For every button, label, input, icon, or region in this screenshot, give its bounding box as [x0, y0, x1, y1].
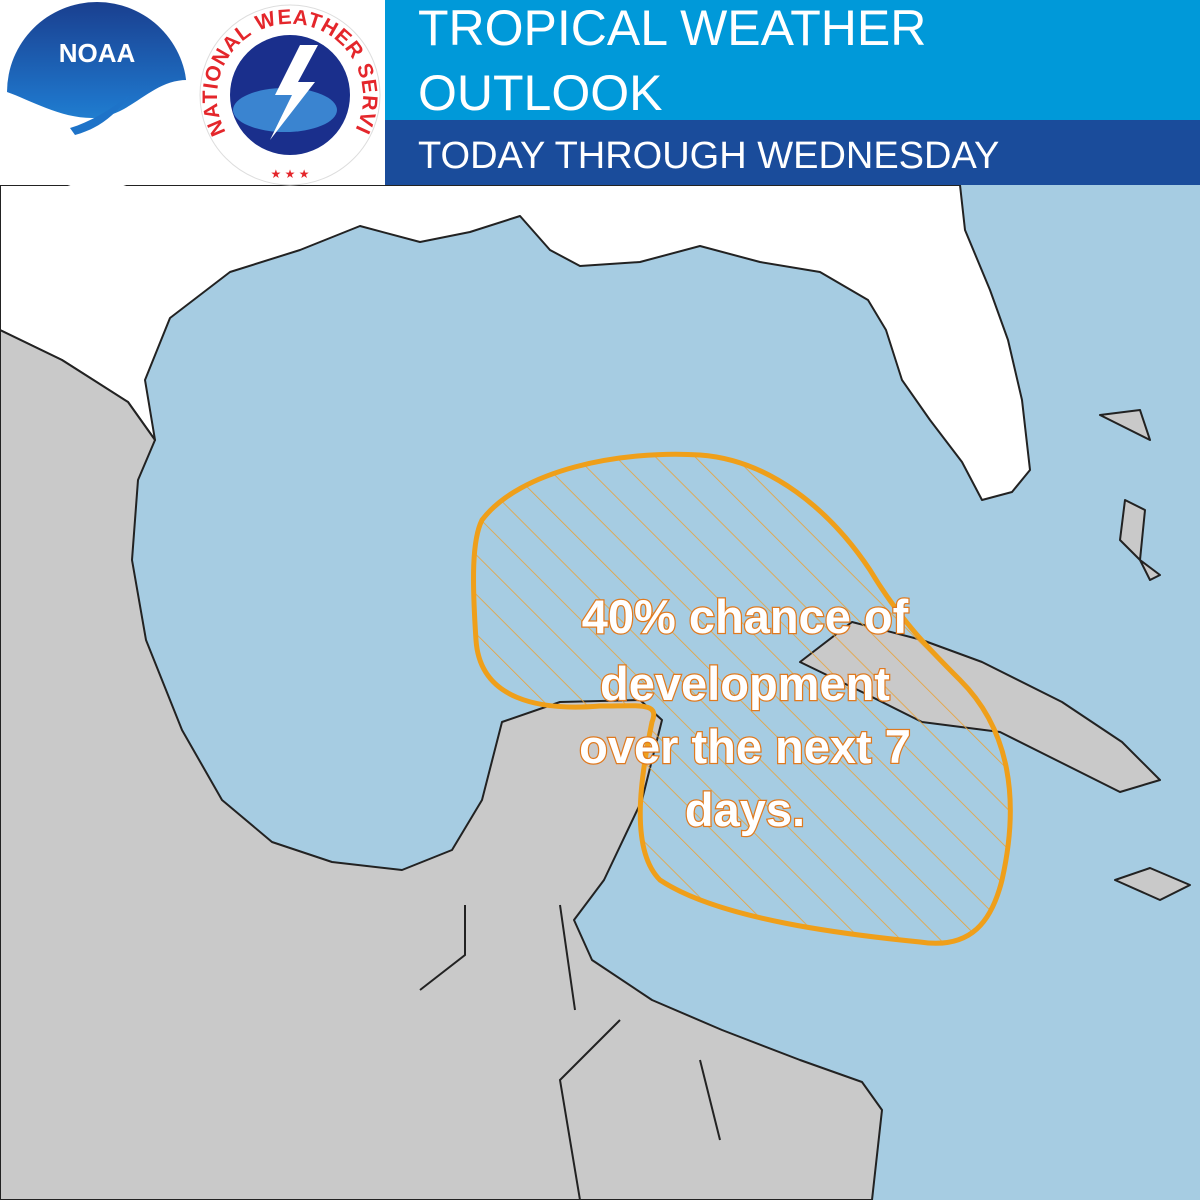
- annotation: days.: [685, 783, 805, 836]
- subtitle-band: [385, 120, 1200, 185]
- title: OUTLOOK: [418, 65, 662, 121]
- jamaica: [1114, 867, 1191, 901]
- annotation: development: [600, 657, 890, 710]
- annotation: 40% chance of: [582, 590, 909, 643]
- title-band: [385, 0, 1200, 120]
- subtitle: TODAY THROUGH WEDNESDAY: [418, 135, 999, 177]
- noaa-text: NOAA: [59, 38, 136, 68]
- mexico-central-america: [0, 329, 883, 1200]
- title: TROPICAL WEATHER: [418, 0, 926, 56]
- bahamas: [1099, 409, 1161, 581]
- annotation: over the next 7: [579, 720, 911, 773]
- noaa-logo: NOAA: [7, 2, 187, 190]
- united-states: [0, 184, 1031, 501]
- svg-text:★ ★ ★: ★ ★ ★: [271, 167, 310, 181]
- outlook-area: [471, 451, 1013, 946]
- borders: [419, 904, 721, 1200]
